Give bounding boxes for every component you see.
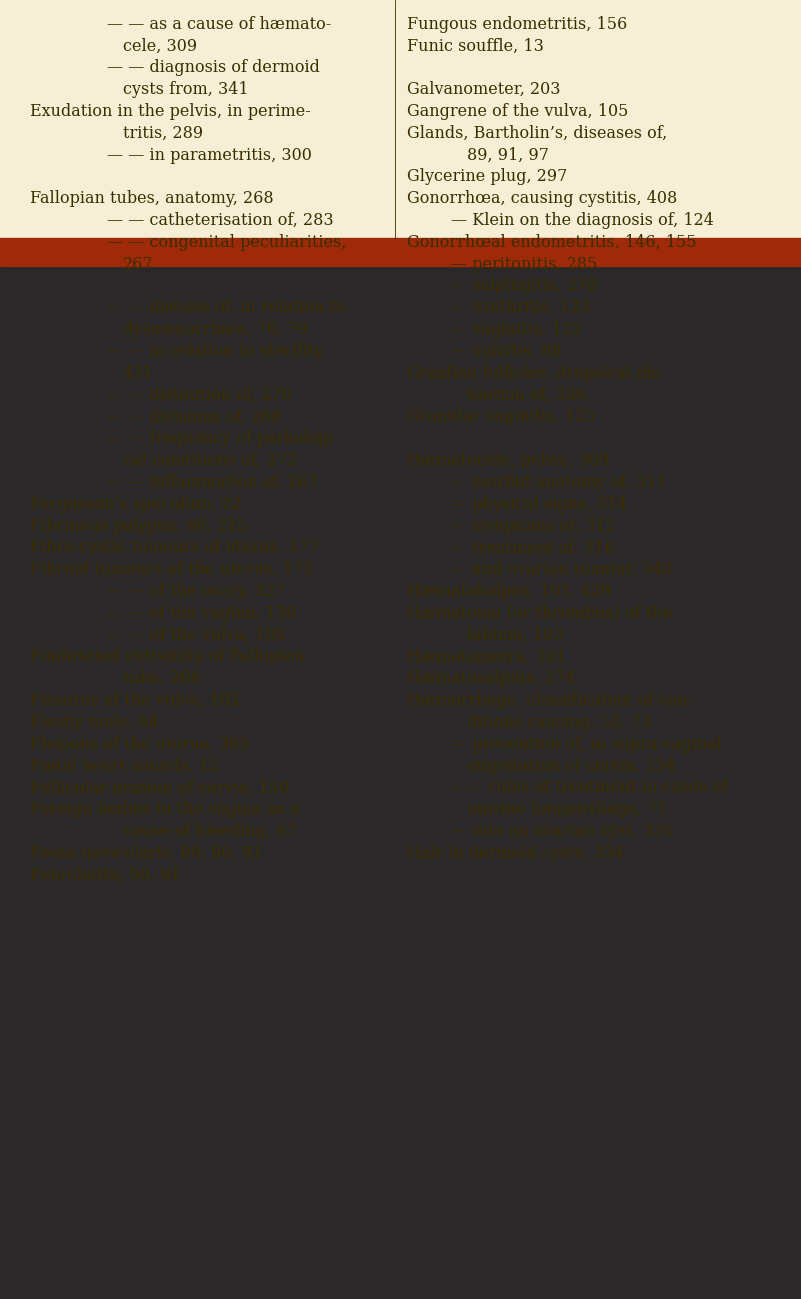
Bar bbox=[0, 238, 801, 266]
Text: Gangrene of the vulva, 105: Gangrene of the vulva, 105 bbox=[407, 103, 628, 120]
Text: Fimbriated extremity of Fallopian: Fimbriated extremity of Fallopian bbox=[30, 648, 305, 665]
Text: — morbid anatomy of, 311: — morbid anatomy of, 311 bbox=[451, 474, 666, 491]
Text: dysmenorrhœa, 76, 79: dysmenorrhœa, 76, 79 bbox=[123, 321, 308, 338]
Text: — — congenital peculiarities,: — — congenital peculiarities, bbox=[107, 234, 346, 251]
Text: — — frequency of pathologi-: — — frequency of pathologi- bbox=[107, 430, 339, 447]
Text: Fossa navicularis, 89, 90, 91: Fossa navicularis, 89, 90, 91 bbox=[30, 844, 263, 861]
Text: Fleshy mole, 64: Fleshy mole, 64 bbox=[30, 714, 159, 731]
Text: — and ovarian tumour, 340: — and ovarian tumour, 340 bbox=[451, 561, 672, 578]
Text: — vulvitis, 88: — vulvitis, 88 bbox=[451, 343, 562, 360]
Text: — — divisions of, 268: — — divisions of, 268 bbox=[107, 408, 281, 425]
Text: Fissures of the vulva, 102: Fissures of the vulva, 102 bbox=[30, 692, 240, 709]
Text: Gonorrhœa, causing cystitis, 408: Gonorrhœa, causing cystitis, 408 bbox=[407, 190, 677, 207]
Text: labium, 103: labium, 103 bbox=[467, 626, 564, 643]
Text: Foreign bodies in the vagina as a: Foreign bodies in the vagina as a bbox=[30, 801, 300, 818]
Text: 431: 431 bbox=[123, 365, 153, 382]
Text: ditions causing, 52, 73: ditions causing, 52, 73 bbox=[467, 714, 651, 731]
Text: — urethritis, 123: — urethritis, 123 bbox=[451, 299, 590, 316]
Text: Hæmorrhage, classification of con-: Hæmorrhage, classification of con- bbox=[407, 692, 693, 709]
Text: Glands, Bartholin’s, diseases of,: Glands, Bartholin’s, diseases of, bbox=[407, 125, 667, 142]
Text: — — as a cause of hæmato-: — — as a cause of hæmato- bbox=[107, 16, 331, 32]
Text: Fibro-cystic tumours of uterus, 177: Fibro-cystic tumours of uterus, 177 bbox=[30, 539, 320, 556]
Text: — — distention of, 270: — — distention of, 270 bbox=[107, 387, 292, 404]
Text: — — catheterisation of, 283: — — catheterisation of, 283 bbox=[107, 212, 333, 229]
Text: cal conditions of, 272: cal conditions of, 272 bbox=[123, 452, 296, 469]
Text: Gonorrhœal endometritis, 146, 155: Gonorrhœal endometritis, 146, 155 bbox=[407, 234, 696, 251]
Text: — peritonitis, 285: — peritonitis, 285 bbox=[451, 256, 598, 273]
Text: Fourchette, 90, 91: Fourchette, 90, 91 bbox=[30, 866, 181, 883]
Text: — — inflammation of, 267: — — inflammation of, 267 bbox=[107, 474, 318, 491]
Text: Hæmatosalpinx, 274: Hæmatosalpinx, 274 bbox=[407, 670, 575, 687]
Text: — into an ovarian cyst, 335: — into an ovarian cyst, 335 bbox=[451, 824, 674, 840]
Text: — Klein on the diagnosis of, 124: — Klein on the diagnosis of, 124 bbox=[451, 212, 714, 229]
Text: 267: 267 bbox=[123, 256, 153, 273]
Bar bbox=[0, 0, 801, 238]
Text: — — of the vagina, 130: — — of the vagina, 130 bbox=[107, 605, 296, 622]
Text: — treatment of, 316: — treatment of, 316 bbox=[451, 539, 614, 556]
Text: — — in relation to sterility,: — — in relation to sterility, bbox=[107, 343, 326, 360]
Text: Hæmatocele, pelvic, 309: Hæmatocele, pelvic, 309 bbox=[407, 452, 610, 469]
Text: Fibroid tumours of the uterus, 172: Fibroid tumours of the uterus, 172 bbox=[30, 561, 314, 578]
Text: Fallopian tubes, anatomy, 268: Fallopian tubes, anatomy, 268 bbox=[30, 190, 274, 207]
Text: amputation of cervix, 234: amputation of cervix, 234 bbox=[467, 757, 676, 774]
Text: Hæmatoma (or thrombus) of the: Hæmatoma (or thrombus) of the bbox=[407, 605, 672, 622]
Text: —— rules of treatment in cases of: —— rules of treatment in cases of bbox=[451, 779, 728, 796]
Text: Funic souffle, 13: Funic souffle, 13 bbox=[407, 38, 544, 55]
Text: Fœtal heart sounds, 12: Fœtal heart sounds, 12 bbox=[30, 757, 219, 774]
Text: 89, 91, 97: 89, 91, 97 bbox=[467, 147, 549, 164]
Text: — — of the vulva, 105: — — of the vulva, 105 bbox=[107, 626, 285, 643]
Text: Exudation in the pelvis, in perime-: Exudation in the pelvis, in perime- bbox=[30, 103, 311, 120]
Text: Granular vaginitis, 125: Granular vaginitis, 125 bbox=[407, 408, 595, 425]
Text: Graafian follicles, dropsical dis-: Graafian follicles, dropsical dis- bbox=[407, 365, 666, 382]
Text: — — of the ovary, 327: — — of the ovary, 327 bbox=[107, 583, 285, 600]
Text: — symptoms of, 312: — symptoms of, 312 bbox=[451, 517, 616, 534]
Text: — prevention of, in supra-vaginal: — prevention of, in supra-vaginal bbox=[451, 735, 722, 752]
Text: — — diagnosis of dermoid: — — diagnosis of dermoid bbox=[107, 60, 320, 77]
Text: — physical signs, 314: — physical signs, 314 bbox=[451, 496, 627, 513]
Text: cele, 309: cele, 309 bbox=[123, 38, 197, 55]
Text: Fibrinous polypus, 66, 215: Fibrinous polypus, 66, 215 bbox=[30, 517, 248, 534]
Text: — vaginitis, 122: — vaginitis, 122 bbox=[451, 321, 582, 338]
Text: Hæmatometra, 101: Hæmatometra, 101 bbox=[407, 648, 566, 665]
Text: cause of bleeding, 67: cause of bleeding, 67 bbox=[123, 824, 296, 840]
Text: — — in parametritis, 300: — — in parametritis, 300 bbox=[107, 147, 312, 164]
Text: Follicular erosion of cervix, 150: Follicular erosion of cervix, 150 bbox=[30, 779, 289, 796]
Text: Fergusson’s speculum, 22: Fergusson’s speculum, 22 bbox=[30, 496, 242, 513]
Text: — — disease of, in relation to: — — disease of, in relation to bbox=[107, 299, 345, 316]
Text: tention of, 330: tention of, 330 bbox=[467, 387, 586, 404]
Text: Galvanometer, 203: Galvanometer, 203 bbox=[407, 81, 561, 97]
Text: cysts from, 341: cysts from, 341 bbox=[123, 81, 248, 97]
Text: Hair in dermoid cysts, 334: Hair in dermoid cysts, 334 bbox=[407, 844, 624, 861]
Text: Hæmatokolpos, 101, 429: Hæmatokolpos, 101, 429 bbox=[407, 583, 611, 600]
Text: tube, 268: tube, 268 bbox=[123, 670, 200, 687]
Text: uterine hæmorrhage, 71: uterine hæmorrhage, 71 bbox=[467, 801, 667, 818]
Text: Fungous endometritis, 156: Fungous endometritis, 156 bbox=[407, 16, 627, 32]
Text: tritis, 289: tritis, 289 bbox=[123, 125, 203, 142]
Text: Flexions of the uterus, 383: Flexions of the uterus, 383 bbox=[30, 735, 250, 752]
Text: Glycerine plug, 297: Glycerine plug, 297 bbox=[407, 169, 567, 186]
Text: — salpingitis, 270: — salpingitis, 270 bbox=[451, 278, 597, 295]
